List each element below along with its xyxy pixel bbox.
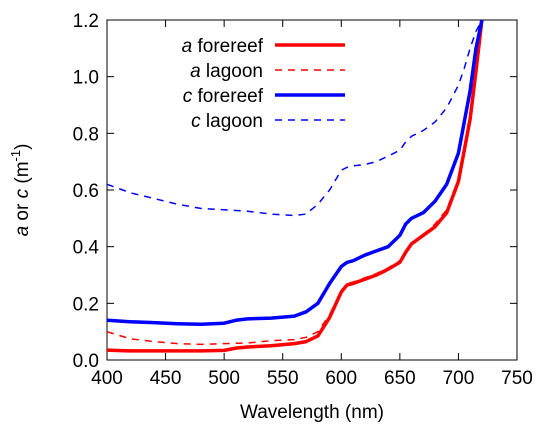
y-label-close: ) (12, 144, 33, 150)
y-label-symbol-a: a (12, 226, 33, 237)
series-line-a-lagoon (107, 20, 483, 346)
legend-label: c forereef (183, 86, 264, 107)
x-tick-label: 600 (325, 368, 357, 389)
x-tick-label: 650 (384, 368, 416, 389)
y-axis-label-text: a or c (m-1) (8, 144, 33, 237)
x-axis-label: Wavelength (nm) (240, 402, 384, 423)
y-tick-label: 0.4 (73, 238, 100, 259)
x-tick-label: 700 (443, 368, 475, 389)
y-axis-label: a or c (m-1) (8, 144, 33, 237)
series-line-c-forereef (107, 20, 484, 327)
legend: a forereef a lagoon c forereef c lagoon (182, 36, 345, 132)
y-label-exponent: -1 (8, 150, 23, 162)
series-line-c-lagoon (107, 20, 483, 217)
y-label-unit: (m (12, 161, 33, 188)
y-tick-label: 1.0 (73, 68, 99, 89)
y-tick-label: 0.6 (73, 181, 99, 202)
legend-label: a lagoon (190, 61, 263, 82)
legend-label: a forereef (182, 36, 264, 57)
y-tick-label: 0.2 (73, 294, 99, 315)
legend-label: c lagoon (191, 111, 263, 132)
x-tick-label: 450 (150, 368, 182, 389)
axis-ticks: 400 450 500 550 600 650 700 750 0.0 0.2 0.4 0.6 0.8 1… (73, 11, 533, 389)
y-label-or: or (12, 198, 33, 225)
x-tick-label: 550 (267, 368, 299, 389)
x-tick-label: 500 (208, 368, 240, 389)
x-tick-label: 400 (91, 368, 123, 389)
series-lines (107, 20, 484, 353)
y-tick-label: 1.2 (73, 11, 99, 32)
y-tick-label: 0.8 (73, 124, 99, 145)
y-tick-label: 0.0 (73, 351, 99, 372)
series-line-a-forereef (107, 20, 484, 353)
x-tick-label: 750 (501, 368, 533, 389)
y-label-symbol-c: c (12, 188, 33, 198)
